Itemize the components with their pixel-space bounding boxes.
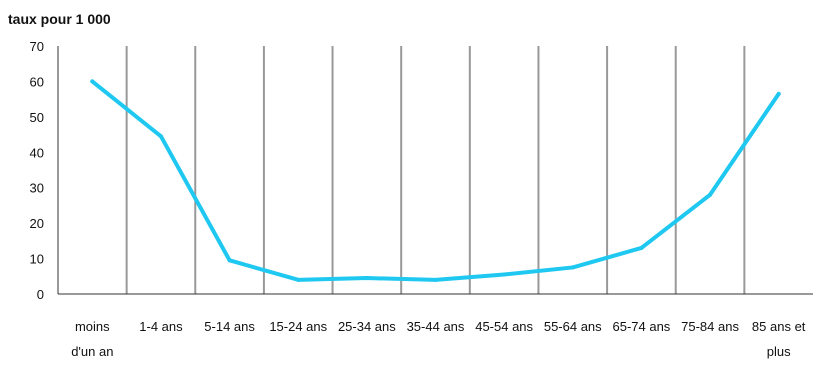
y-tick-label: 10 [30,252,44,267]
y-tick-label: 20 [30,216,44,231]
x-tick-label: 75-84 ans [681,319,739,334]
x-tick-label: moins d'un an [71,319,113,359]
x-tick-label: 1-4 ans [139,319,183,334]
data-point [433,277,438,282]
y-tick-labels: 0 10 20 30 40 50 60 70 [30,39,44,302]
data-point [776,91,781,96]
data-point [227,258,232,263]
data-point [502,272,507,277]
data-point [90,79,95,84]
vertical-gridlines [125,46,746,294]
y-tick-label: 60 [30,74,44,89]
x-tick-label: 85 ans et plus [752,319,806,359]
x-tick-label: 25-34 ans [338,319,396,334]
y-tick-label: 50 [30,110,44,125]
axes [57,46,813,295]
x-tick-label: 35-44 ans [407,319,465,334]
data-point [708,192,713,197]
y-tick-label: 0 [37,287,44,302]
x-tick-label: 65-74 ans [612,319,670,334]
data-point [296,277,301,282]
y-tick-label: 30 [30,181,44,196]
data-point [639,245,644,250]
x-tick-labels: moins d'un an 1-4 ans 5-14 ans 15-24 ans 25-3… [71,319,806,359]
data-point [364,276,369,281]
x-tick-label: 45-54 ans [475,319,533,334]
y-axis-unit-label: taux pour 1 000 [8,11,111,27]
y-tick-label: 40 [30,145,44,160]
data-point [158,134,163,139]
x-tick-label: 55-64 ans [544,319,602,334]
y-tick-label: 70 [30,39,44,54]
x-tick-label: 5-14 ans [204,319,255,334]
x-tick-label: 15-24 ans [269,319,327,334]
data-point [570,265,575,270]
series-layer [90,79,781,282]
